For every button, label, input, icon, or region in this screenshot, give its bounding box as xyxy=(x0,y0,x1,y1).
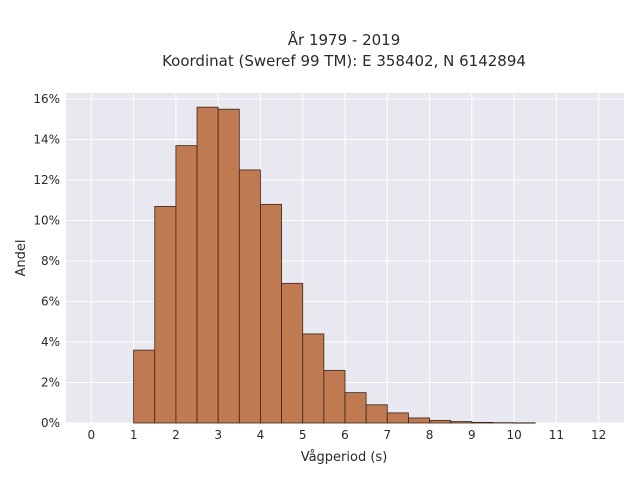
histogram-bar-9 xyxy=(323,369,346,424)
histogram-bars xyxy=(133,106,536,424)
y-tick-label-7: 14% xyxy=(33,133,60,147)
x-tick-label-12: 12 xyxy=(591,428,606,442)
x-tick-label-5: 5 xyxy=(299,428,307,442)
histogram-bar-11 xyxy=(365,404,388,424)
y-tick-label-5: 10% xyxy=(33,214,60,228)
x-tick-label-0: 0 xyxy=(88,428,96,442)
histogram-bar-4 xyxy=(217,108,240,424)
histogram-bar-10 xyxy=(344,392,367,424)
y-tick-label-8: 16% xyxy=(33,92,60,106)
x-tick-label-3: 3 xyxy=(214,428,222,442)
x-tick-label-11: 11 xyxy=(549,428,564,442)
histogram-bar-2 xyxy=(175,145,198,424)
histogram-bar-3 xyxy=(196,106,219,424)
chart-title-line1: År 1979 - 2019 xyxy=(288,30,401,49)
histogram-bar-13 xyxy=(408,417,430,424)
histogram-bar-15 xyxy=(450,421,473,424)
histogram-bar-1 xyxy=(154,205,177,424)
chart-title-line2: Koordinat (Sweref 99 TM): E 358402, N 61… xyxy=(162,52,526,70)
x-tick-label-9: 9 xyxy=(468,428,476,442)
y-tick-label-3: 6% xyxy=(41,295,60,309)
x-tick-label-1: 1 xyxy=(130,428,138,442)
y-tick-label-1: 2% xyxy=(41,376,60,390)
histogram-bar-7 xyxy=(281,282,304,424)
x-tick-label-7: 7 xyxy=(383,428,391,442)
y-tick-label-2: 4% xyxy=(41,335,60,349)
histogram-bar-6 xyxy=(260,203,282,424)
histogram-bar-14 xyxy=(429,419,452,424)
histogram-bar-12 xyxy=(386,412,409,424)
x-tick-label-4: 4 xyxy=(257,428,265,442)
histogram-bar-8 xyxy=(302,333,325,424)
x-tick-label-10: 10 xyxy=(506,428,521,442)
x-axis-label: Vågperiod (s) xyxy=(301,450,388,465)
x-tick-label-6: 6 xyxy=(341,428,349,442)
x-axis-ticks: 0 1 2 3 4 5 6 7 8 9 10 11 12 xyxy=(88,428,607,442)
y-axis-ticks: 0% 2% 4% 6% 8% 10% 12% 14% 16% xyxy=(33,92,60,430)
y-tick-label-4: 8% xyxy=(41,254,60,268)
y-tick-label-0: 0% xyxy=(41,416,60,430)
histogram-bar-5 xyxy=(238,169,261,424)
x-tick-label-2: 2 xyxy=(172,428,180,442)
y-axis-label: Andel xyxy=(14,240,29,277)
y-tick-label-6: 12% xyxy=(33,173,60,187)
histogram-bar-0 xyxy=(133,349,156,424)
histogram-bar-16 xyxy=(471,421,494,424)
x-tick-label-8: 8 xyxy=(426,428,434,442)
